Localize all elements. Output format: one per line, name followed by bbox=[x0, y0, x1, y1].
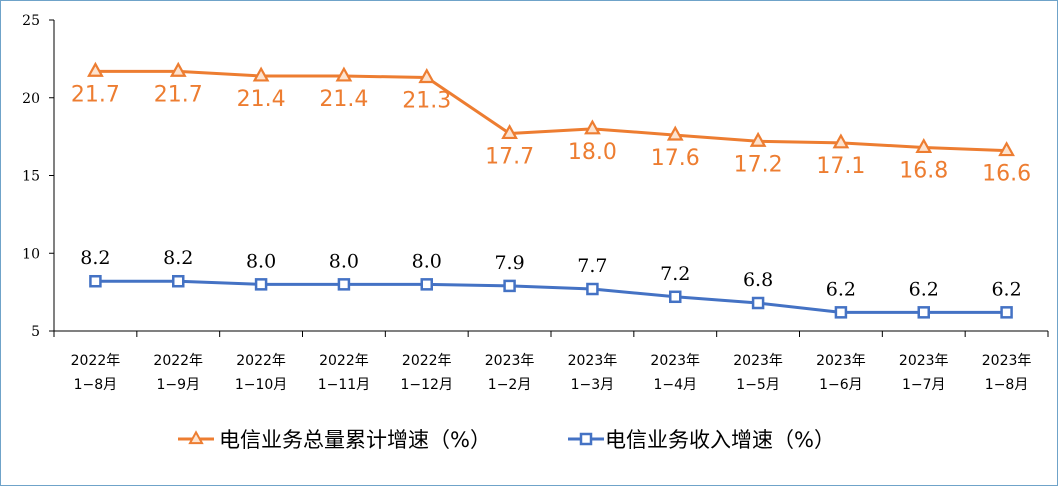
y-tick-label: 20 bbox=[22, 91, 40, 107]
y-tick-label: 15 bbox=[22, 169, 40, 185]
data-point-triangle bbox=[749, 131, 767, 147]
x-tick-label-period: 1−4月 bbox=[653, 377, 697, 393]
x-tick-label-period: 1−11月 bbox=[318, 377, 370, 393]
x-tick-label-period: 1−7月 bbox=[902, 377, 946, 393]
data-label: 7.2 bbox=[660, 263, 690, 285]
data-label: 21.7 bbox=[71, 82, 120, 107]
y-tick-label: 10 bbox=[22, 246, 40, 262]
data-point-triangle bbox=[252, 66, 270, 82]
data-label: 6.2 bbox=[826, 278, 856, 300]
data-label: 21.4 bbox=[319, 87, 368, 112]
data-label: 8.2 bbox=[80, 247, 110, 269]
data-label: 8.0 bbox=[329, 250, 359, 272]
data-point-square bbox=[917, 306, 930, 319]
x-tick-label-year: 2023年 bbox=[816, 353, 866, 369]
x-tick-label-year: 2022年 bbox=[153, 353, 203, 369]
x-tick-label-year: 2023年 bbox=[485, 353, 535, 369]
x-tick-label-year: 2023年 bbox=[733, 353, 783, 369]
y-axis-ticks: 5 10 15 20 25 bbox=[22, 13, 54, 340]
data-point-square bbox=[172, 274, 185, 288]
data-label: 17.2 bbox=[734, 152, 783, 177]
data-label: 21.4 bbox=[237, 87, 286, 112]
series-group: 21.7 21.7 21.4 21.4 21.3 17.7 18.0 17.6 17.2 17.1… bbox=[71, 61, 1031, 319]
data-point-square bbox=[586, 282, 599, 296]
x-tick-label-period: 1−5月 bbox=[736, 377, 780, 393]
data-label: 21.7 bbox=[154, 82, 203, 107]
series-line bbox=[95, 279, 1007, 314]
data-point-triangle bbox=[915, 137, 933, 154]
x-tick-label-period: 1−10月 bbox=[235, 377, 287, 393]
data-label: 17.7 bbox=[485, 145, 534, 170]
x-tick-label-year: 2023年 bbox=[899, 353, 949, 369]
x-tick-label-period: 1−12月 bbox=[401, 377, 453, 393]
x-tick-label-year: 2022年 bbox=[319, 353, 369, 369]
y-tick-label: 5 bbox=[31, 324, 40, 340]
data-label: 7.9 bbox=[494, 252, 524, 274]
x-tick-label-year: 2023年 bbox=[650, 353, 700, 369]
data-point-square bbox=[89, 274, 102, 288]
data-point-triangle bbox=[584, 119, 601, 135]
data-label: 6.2 bbox=[991, 278, 1021, 300]
series-line bbox=[95, 69, 1007, 153]
legend-label: 电信业务总量累计增速（%） bbox=[219, 428, 491, 452]
data-point-triangle bbox=[998, 141, 1015, 157]
data-point-square bbox=[337, 278, 351, 291]
data-point-square bbox=[420, 278, 433, 291]
data-label: 17.1 bbox=[816, 154, 865, 179]
data-label: 7.7 bbox=[577, 255, 607, 277]
data-point-triangle bbox=[832, 133, 850, 149]
data-point-triangle bbox=[87, 61, 104, 77]
data-label: 8.0 bbox=[246, 250, 276, 272]
x-tick-label-period: 1−9月 bbox=[156, 377, 200, 393]
data-point-square bbox=[834, 306, 848, 319]
series-1: 8.2 8.2 8.0 8.0 8.0 7.9 7.7 7.2 6.8 6.2 6.2 6.2 bbox=[80, 247, 1022, 319]
data-point-square bbox=[1000, 306, 1013, 319]
x-tick-label-period: 1−6月 bbox=[819, 377, 863, 393]
data-label: 18.0 bbox=[568, 140, 617, 165]
x-tick-label-year: 2022年 bbox=[402, 353, 452, 369]
legend-marker-triangle bbox=[188, 430, 204, 445]
x-tick-label-period: 1−8月 bbox=[985, 377, 1029, 393]
series-0: 21.7 21.7 21.4 21.4 21.3 17.7 18.0 17.6 17.2 17.1… bbox=[71, 61, 1031, 187]
data-point-triangle bbox=[501, 123, 518, 140]
data-label: 16.6 bbox=[982, 162, 1031, 187]
x-axis-ticks: 2022年 1−8月 2022年 1−9月 2022年 1−10月 2022年 1−11月 20… bbox=[53, 331, 1049, 393]
data-label: 16.8 bbox=[899, 159, 948, 184]
x-tick-label-year: 2023年 bbox=[568, 353, 618, 369]
data-point-square bbox=[751, 296, 765, 310]
data-label: 6.8 bbox=[743, 269, 773, 291]
data-point-square bbox=[669, 290, 682, 304]
data-point-triangle bbox=[418, 68, 436, 84]
x-tick-label-period: 1−3月 bbox=[571, 377, 615, 393]
data-point-triangle bbox=[169, 61, 187, 77]
data-point-square bbox=[254, 278, 268, 291]
x-tick-label-year: 2022年 bbox=[236, 353, 286, 369]
data-point-triangle bbox=[335, 66, 353, 82]
data-point-square bbox=[503, 279, 516, 293]
x-tick-label-period: 1−2月 bbox=[488, 377, 532, 393]
y-tick-label: 25 bbox=[22, 13, 40, 29]
x-tick-label-year: 2023年 bbox=[982, 353, 1032, 369]
data-label: 8.0 bbox=[412, 250, 442, 272]
data-point-triangle bbox=[666, 125, 684, 141]
x-tick-label-period: 1−8月 bbox=[74, 377, 118, 393]
data-label: 21.3 bbox=[402, 89, 451, 114]
data-label: 6.2 bbox=[909, 278, 939, 300]
legend: 电信业务总量累计增速（%） 电信业务收入增速（%） bbox=[178, 428, 835, 452]
legend-marker-square bbox=[579, 432, 593, 446]
legend-label: 电信业务收入增速（%） bbox=[605, 428, 835, 452]
data-label: 17.6 bbox=[651, 146, 700, 171]
data-label: 8.2 bbox=[163, 247, 193, 269]
x-tick-label-year: 2022年 bbox=[71, 353, 121, 369]
